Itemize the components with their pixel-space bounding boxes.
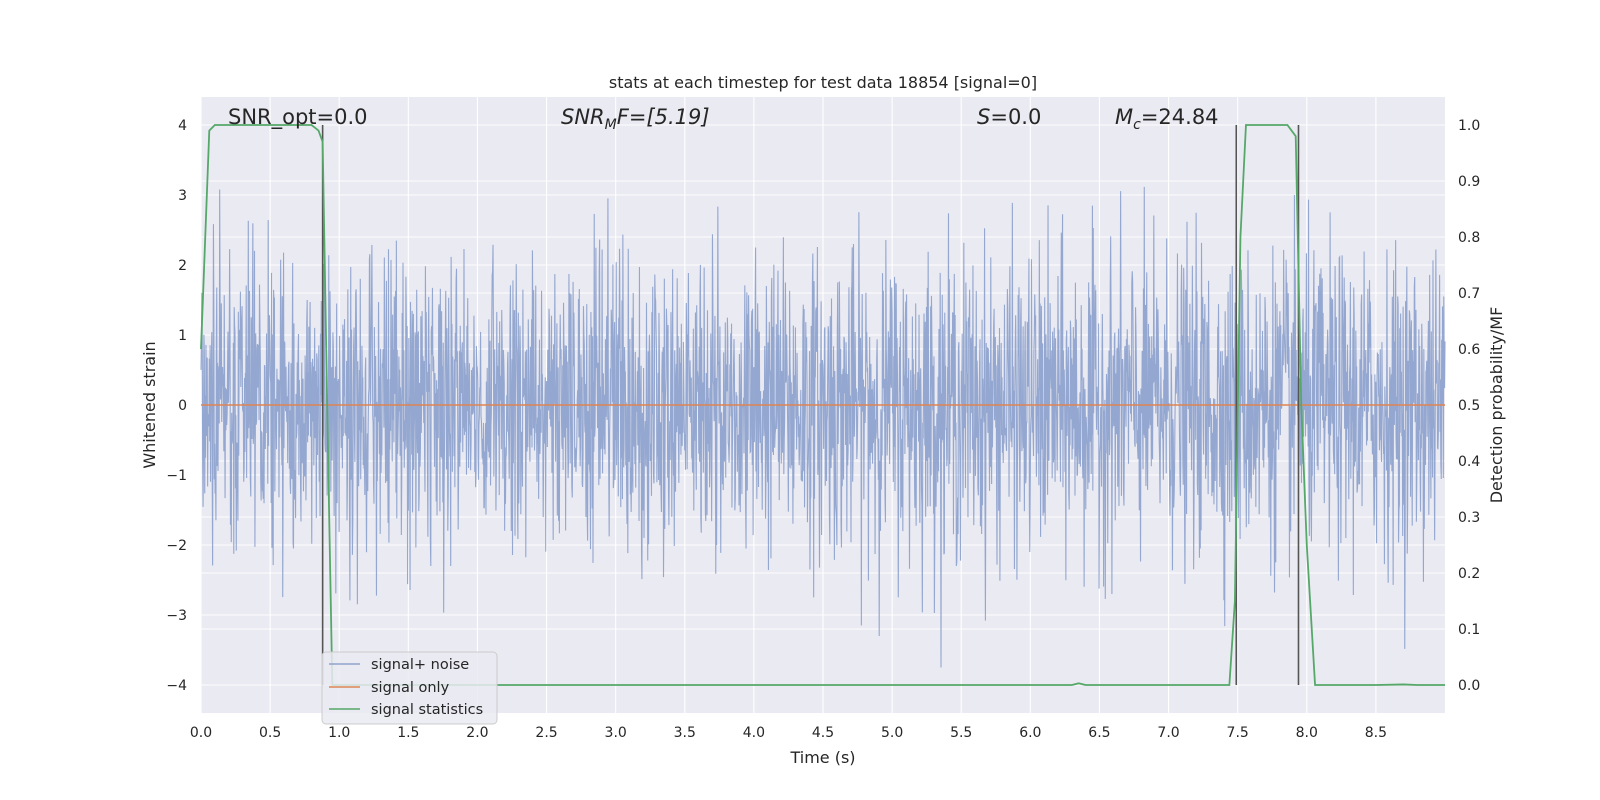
legend-label-signal-noise: signal+ noise (371, 657, 469, 673)
y-tick-label: 0 (178, 398, 187, 414)
legend-label-signal-only: signal only (371, 680, 450, 696)
x-tick-label: 5.0 (881, 725, 903, 741)
y2-tick-labels: 0.0 0.1 0.2 0.3 0.4 0.5 0.6 0.7 0.8 0.9 1.0 (1458, 118, 1480, 694)
y-tick-label: −4 (166, 678, 187, 694)
series-signal-statistics (200, 124, 1445, 686)
x-tick-label: 1.5 (397, 725, 419, 741)
x-tick-label: 4.0 (743, 725, 765, 741)
x-tick-label: 2.0 (466, 725, 488, 741)
x-tick-label: 1.0 (328, 725, 350, 741)
y-tick-label: 4 (178, 118, 187, 134)
annotation-s: S=0.0 (977, 105, 1041, 129)
y2-tick-label: 0.8 (1458, 230, 1480, 246)
x-tick-label: 3.0 (605, 725, 627, 741)
x-tick-label: 7.0 (1157, 725, 1179, 741)
x-tick-label: 0.0 (190, 725, 212, 741)
x-tick-label: 8.0 (1296, 725, 1318, 741)
y2-tick-label: 0.2 (1458, 566, 1480, 582)
y-tick-label: 1 (178, 328, 187, 344)
x-tick-label: 5.5 (950, 725, 972, 741)
x-tick-label: 8.5 (1365, 725, 1387, 741)
x-tick-labels: 0.0 0.5 1.0 1.5 2.0 2.5 3.0 3.5 4.0 4.5 5.0 5.5 6.0 6… (190, 725, 1387, 741)
annotation-mc: Mc=24.84 (1115, 105, 1219, 133)
legend: signal+ noise signal only signal statist… (321, 651, 498, 725)
x-axis-label: Time (s) (789, 748, 855, 767)
y2-tick-label: 0.3 (1458, 510, 1480, 526)
x-tick-label: 7.5 (1227, 725, 1249, 741)
y2-tick-label: 0.6 (1458, 342, 1480, 358)
annotation-snr-opt: SNR_opt=0.0 (228, 105, 368, 130)
y-tick-labels: −4 −3 −2 −1 0 1 2 3 4 (166, 118, 187, 694)
y2-tick-label: 0.5 (1458, 398, 1480, 414)
x-tick-label: 6.0 (1019, 725, 1041, 741)
annotation-snr-mf: SNRMF=[5.19] (561, 105, 710, 133)
chart-title: stats at each timestep for test data 188… (609, 73, 1037, 92)
legend-box (321, 651, 498, 725)
y-tick-label: 3 (178, 188, 187, 204)
y2-tick-label: 0.4 (1458, 454, 1480, 470)
y2-tick-label: 0.7 (1458, 286, 1480, 302)
y-axis-label: Whitened strain (140, 341, 159, 468)
y2-tick-label: 0.0 (1458, 678, 1480, 694)
x-tick-label: 3.5 (674, 725, 696, 741)
x-tick-label: 4.5 (812, 725, 834, 741)
y-tick-label: −3 (166, 608, 187, 624)
y-tick-label: −2 (166, 538, 187, 554)
x-tick-label: 0.5 (259, 725, 281, 741)
x-tick-label: 6.5 (1088, 725, 1110, 741)
y2-tick-label: 0.1 (1458, 622, 1480, 638)
legend-label-signal-statistics: signal statistics (371, 702, 483, 718)
y2-axis-label: Detection probability/MF (1487, 307, 1506, 504)
x-tick-label: 2.5 (535, 725, 557, 741)
vertical-markers (321, 125, 1300, 685)
y2-tick-label: 1.0 (1458, 118, 1480, 134)
y-tick-label: 2 (178, 258, 187, 274)
y-tick-label: −1 (166, 468, 187, 484)
y2-tick-label: 0.9 (1458, 174, 1480, 190)
